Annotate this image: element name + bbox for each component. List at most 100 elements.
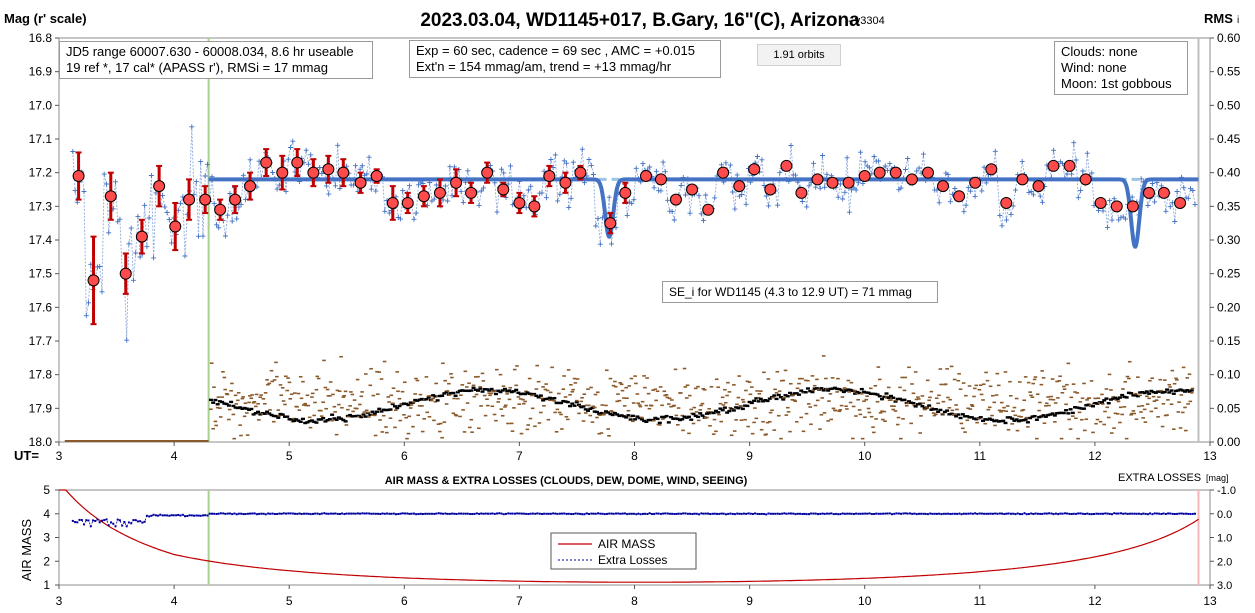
extra-losses-point — [691, 513, 694, 515]
extra-losses-point — [864, 512, 867, 515]
raw-data-point — [1069, 171, 1075, 177]
extra-losses-point — [790, 512, 792, 515]
raw-data-point — [528, 183, 534, 189]
raw-data-point — [766, 203, 772, 209]
binned-point — [669, 193, 682, 206]
extra-losses-point — [426, 512, 429, 515]
extra-losses-point — [222, 512, 225, 515]
extra-losses-point — [897, 512, 900, 515]
binned-point — [702, 203, 715, 216]
raw-data-point — [476, 202, 482, 208]
extra-losses-point — [87, 519, 90, 522]
y2-tick-label: 0.55 — [1217, 65, 1241, 79]
raw-data-point — [548, 157, 554, 162]
extra-losses-point — [677, 512, 680, 515]
raw-data-point — [142, 202, 148, 208]
raw-data-point — [997, 212, 1003, 218]
extra-losses-point — [527, 513, 530, 515]
raw-data-point — [543, 195, 549, 201]
raw-data-point — [1019, 158, 1025, 164]
extra-losses-point — [832, 513, 835, 516]
extra-losses-point — [421, 513, 424, 515]
binned-point — [1032, 180, 1045, 193]
extra-losses-point — [1025, 513, 1028, 516]
exposure-line-1: Exp = 60 sec, cadence = 69 sec , AMC = +… — [416, 43, 695, 58]
extra-losses-point — [722, 512, 725, 515]
extra-losses-point — [875, 512, 878, 515]
extra-losses-point — [175, 514, 178, 517]
binned-point — [135, 230, 148, 243]
raw-data-point — [1013, 187, 1018, 193]
raw-data-point — [364, 171, 370, 177]
extra-losses-point — [1191, 512, 1194, 515]
extra-losses-point — [381, 512, 384, 515]
extra-losses-point — [347, 512, 350, 515]
raw-data-point — [359, 163, 365, 169]
binned-point — [826, 176, 839, 189]
binned-point — [401, 196, 414, 209]
binned-point — [1174, 196, 1187, 209]
binned-point — [574, 166, 587, 179]
raw-data-point — [308, 152, 314, 158]
extra-losses-point — [967, 512, 970, 515]
extra-losses-point — [110, 521, 112, 524]
extra-losses-point — [442, 512, 445, 515]
clouds-label: Clouds: none — [1061, 44, 1138, 59]
extra-losses-point — [215, 513, 218, 515]
raw-data-point — [400, 188, 406, 194]
extra-losses-point — [1005, 512, 1008, 515]
extra-losses-point — [127, 521, 130, 524]
extra-losses-point — [637, 512, 640, 515]
extra-losses-point — [588, 513, 590, 515]
extra-losses-point — [240, 512, 243, 515]
extra-losses-point — [1090, 513, 1093, 516]
extra-losses-point — [1144, 512, 1147, 515]
lower-y-tick-label: 3 — [43, 531, 50, 545]
extra-losses-point — [163, 514, 166, 517]
lightcurve-chart: 16.8 16.9 17.0 17.1 17.2 17.3 17.4 17.5 17.6 17.7… — [4, 10, 1241, 463]
extra-losses-point — [446, 512, 449, 515]
extra-losses-point — [136, 520, 139, 523]
raw-data-point — [916, 165, 922, 171]
raw-data-point — [128, 225, 134, 231]
extra-losses-point — [628, 512, 631, 515]
extra-losses-point — [680, 512, 683, 515]
raw-data-point — [137, 254, 143, 260]
raw-data-point — [885, 167, 890, 173]
legend-losses: Extra Losses — [598, 553, 667, 567]
extra-losses-point — [448, 512, 451, 515]
extra-losses-point — [296, 512, 299, 515]
extra-losses-point — [538, 512, 541, 515]
extra-losses-point — [760, 512, 763, 515]
lower-x-tick-label: 5 — [286, 594, 293, 608]
y-tick-label: 17.3 — [29, 199, 53, 213]
lower-chart-title: AIR MASS & EXTRA LOSSES (CLOUDS, DEW, DO… — [385, 475, 748, 487]
raw-data-point — [633, 165, 639, 171]
extra-losses-point — [374, 512, 377, 515]
y2-tick-label: 0.45 — [1217, 132, 1241, 146]
extra-losses-point — [1075, 512, 1078, 515]
extra-losses-point — [1099, 512, 1102, 515]
raw-data-point — [557, 191, 563, 197]
extra-losses-point — [1068, 512, 1071, 515]
extra-losses-point — [388, 512, 391, 515]
raw-data-point — [961, 209, 967, 215]
extra-losses-point — [834, 512, 837, 515]
extra-losses-point — [608, 512, 611, 515]
extra-losses-point — [255, 513, 258, 516]
raw-data-point — [1190, 188, 1196, 193]
extra-losses-point — [974, 512, 977, 515]
raw-data-point — [734, 172, 740, 178]
extra-losses-point — [141, 521, 144, 524]
extra-losses-point — [278, 512, 281, 515]
raw-data-point — [835, 194, 841, 200]
raw-data-point — [730, 189, 736, 195]
binned-point — [322, 163, 335, 176]
raw-data-point — [842, 189, 848, 195]
lower-x-tick-label: 13 — [1203, 594, 1217, 608]
raw-data-point — [481, 185, 486, 191]
extra-losses-point — [529, 512, 532, 515]
raw-data-point — [727, 162, 733, 168]
raw-data-point — [247, 157, 253, 163]
